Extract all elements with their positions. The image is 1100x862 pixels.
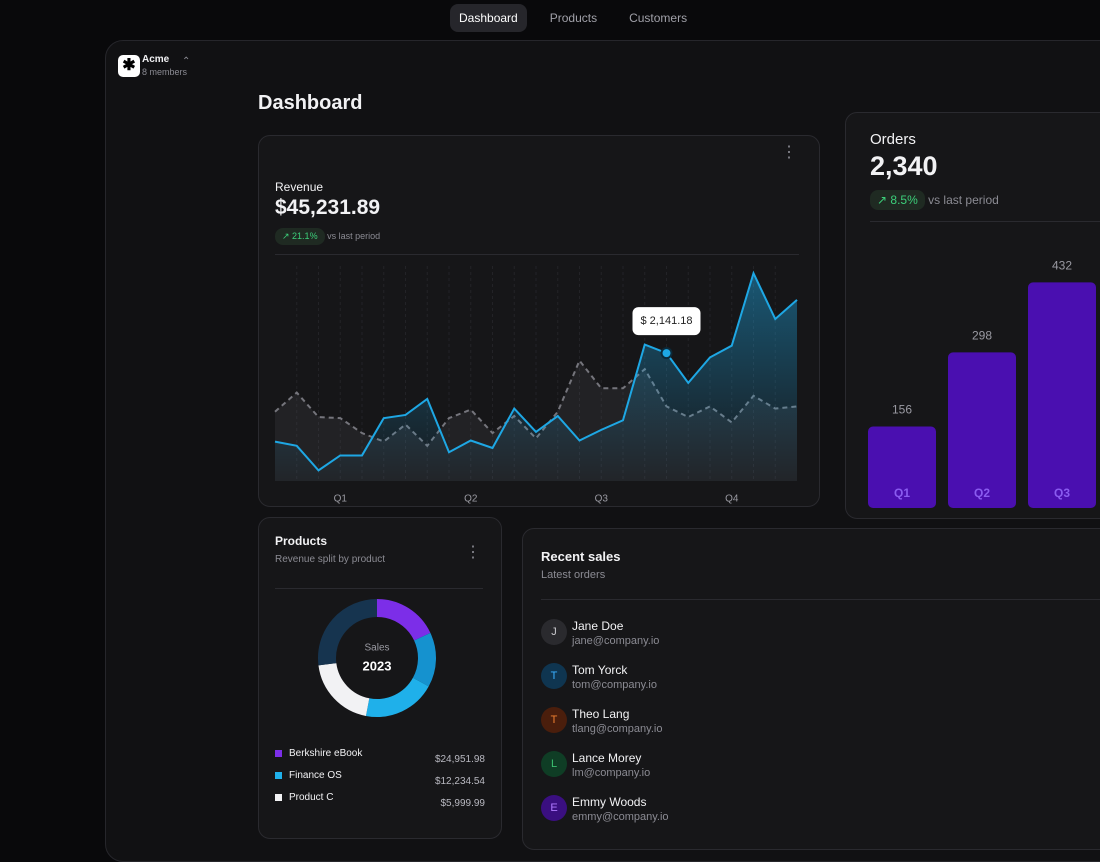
bar-value-label: 298 bbox=[972, 329, 992, 343]
sale-row[interactable]: E Emmy Woods emmy@company.io bbox=[541, 795, 841, 839]
revenue-card: ⋮ Revenue $45,231.89 ↗ 21.1% vs last per… bbox=[258, 135, 820, 507]
legend-swatch bbox=[275, 750, 282, 757]
product-row: Product C $5,999.99 bbox=[275, 792, 485, 814]
line bbox=[274, 358, 798, 448]
customer-name: Emmy Woods bbox=[572, 795, 647, 809]
customer-name: Lance Morey bbox=[572, 751, 642, 765]
orders-card: Orders 2,340 ↗ 8.5% vs last period 156 Q1… bbox=[845, 112, 1100, 519]
x-tick-label: Q3 bbox=[595, 494, 609, 505]
tooltip-label: $ 2,141.18 bbox=[641, 315, 693, 327]
avatar: T bbox=[541, 707, 567, 733]
x-tick-label: Q2 bbox=[464, 494, 478, 505]
nav-tab[interactable]: Dashboard bbox=[450, 4, 527, 32]
avatar: L bbox=[541, 751, 567, 777]
bar bbox=[868, 426, 936, 508]
divider bbox=[275, 588, 483, 589]
sales-subtitle: Latest orders bbox=[541, 569, 606, 581]
product-amount: $24,951.98 bbox=[434, 754, 485, 765]
product-row: Berkshire eBook $24,951.98 bbox=[275, 748, 485, 770]
workspace-members: 8 members bbox=[142, 67, 188, 77]
product-row: Finance OS $12,234.54 bbox=[275, 770, 485, 792]
revenue-chart: Q1 Q2 Q3 Q4 $ 2,141.18 bbox=[274, 266, 798, 505]
donut-segment bbox=[412, 632, 436, 687]
legend-swatch bbox=[275, 772, 282, 779]
x-tick-label: Q4 bbox=[725, 494, 739, 505]
page-title: Dashboard bbox=[258, 92, 363, 114]
workspace-switch[interactable]: ⌃ bbox=[182, 56, 191, 67]
customer-email: tom@company.io bbox=[572, 679, 657, 691]
products-subtitle: Revenue split by product bbox=[275, 554, 386, 565]
sale-row[interactable]: L Lance Morey lm@company.io bbox=[541, 751, 841, 795]
orders-chart: 156 Q1 298 Q2 432 Q3 bbox=[868, 259, 1096, 508]
nav-tab[interactable]: Customers bbox=[629, 11, 688, 25]
customer-name: Theo Lang bbox=[572, 707, 630, 721]
bar bbox=[948, 352, 1016, 508]
sale-row[interactable]: T Theo Lang tlang@company.io bbox=[541, 707, 841, 751]
sales-title: Recent sales bbox=[541, 549, 621, 564]
bar-value-label: 156 bbox=[892, 403, 912, 417]
card-menu[interactable]: ⋮ bbox=[781, 144, 797, 161]
divider bbox=[541, 599, 1100, 600]
customer-email: emmy@company.io bbox=[572, 811, 669, 823]
divider bbox=[870, 221, 1100, 222]
sale-row[interactable]: J Jane Doe jane@company.io bbox=[541, 619, 841, 663]
orders-total: 2,340 bbox=[870, 151, 938, 181]
workspace-logo[interactable]: ✱ bbox=[118, 55, 140, 77]
product-amount: $5,999.99 bbox=[440, 798, 486, 809]
product-name: Berkshire eBook bbox=[289, 748, 363, 759]
bar-category-label: Q2 bbox=[974, 486, 990, 500]
tooltip-box bbox=[632, 307, 701, 336]
sales-card: Recent sales Latest orders J Jane Doe jane… bbox=[522, 528, 1100, 850]
legend-swatch bbox=[275, 794, 282, 801]
orders-change-row: ↗ 8.5% vs last period bbox=[870, 190, 999, 210]
bar-value-label: 432 bbox=[1052, 259, 1072, 273]
revenue-total: $45,231.89 bbox=[275, 196, 381, 219]
donut-center-label: Sales bbox=[364, 643, 389, 654]
orders-change-note: vs last period bbox=[928, 193, 999, 207]
area-fill bbox=[275, 273, 797, 481]
top-nav: Dashboard Products Customers bbox=[450, 4, 696, 32]
nav-tab[interactable]: Products bbox=[549, 11, 598, 25]
divider bbox=[275, 254, 799, 255]
sale-row[interactable]: T Tom Yorck tom@company.io bbox=[541, 663, 841, 707]
highlight-point bbox=[660, 347, 673, 360]
revenue-change-note: vs last period bbox=[327, 231, 381, 241]
donut-segment bbox=[376, 599, 431, 641]
orders-change: ↗ 8.5% bbox=[870, 190, 925, 210]
avatar: E bbox=[541, 795, 567, 821]
x-tick-label: Q1 bbox=[334, 494, 348, 505]
line bbox=[274, 270, 798, 472]
card-menu[interactable]: ⋮ bbox=[465, 544, 481, 561]
donut-segment bbox=[365, 677, 429, 717]
donut-center-value: 2023 bbox=[363, 658, 392, 673]
avatar: T bbox=[541, 663, 567, 689]
revenue-title: Revenue bbox=[275, 180, 324, 194]
workspace-name[interactable]: Acme bbox=[142, 54, 170, 65]
revenue-change-row: ↗ 21.1% vs last period bbox=[275, 228, 380, 245]
donut-segment bbox=[318, 662, 370, 716]
customer-email: lm@company.io bbox=[572, 767, 651, 779]
customer-email: tlang@company.io bbox=[572, 723, 663, 735]
customer-email: jane@company.io bbox=[572, 635, 660, 647]
customer-name: Tom Yorck bbox=[572, 663, 628, 677]
product-name: Product C bbox=[289, 792, 334, 803]
orders-change-value: 8.5% bbox=[890, 193, 918, 207]
bar-category-label: Q1 bbox=[894, 486, 910, 500]
page: { "nav": {"tabs": ["Dashboard", "Product… bbox=[105, 4, 1100, 862]
bar-category-label: Q3 bbox=[1054, 486, 1070, 500]
products-donut: Sales 2023 bbox=[318, 599, 436, 717]
orders-title: Orders bbox=[870, 131, 916, 148]
sales-rows: J Jane Doe jane@company.io T Tom Yorck tom@co… bbox=[541, 619, 841, 839]
product-rows: Berkshire eBook $24,951.98 Finance OS $12,2… bbox=[275, 748, 485, 814]
products-card: ⋮ Products Revenue split by product Sale… bbox=[258, 517, 502, 839]
avatar: J bbox=[541, 619, 567, 645]
product-name: Finance OS bbox=[289, 770, 342, 781]
revenue-change: ↗ 21.1% bbox=[275, 228, 325, 245]
revenue-change-value: 21.1% bbox=[292, 231, 318, 241]
bar bbox=[1028, 282, 1096, 508]
product-amount: $12,234.54 bbox=[434, 776, 485, 787]
donut-segment bbox=[318, 599, 378, 666]
products-title: Products bbox=[275, 534, 328, 548]
customer-name: Jane Doe bbox=[572, 619, 624, 633]
